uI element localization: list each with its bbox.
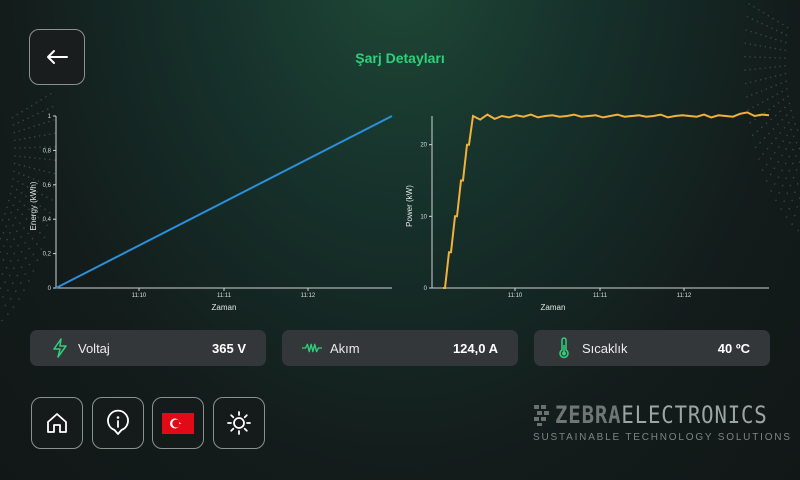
sun-icon	[227, 411, 251, 435]
x-tick-label: 11:12	[301, 293, 316, 299]
power-series-line	[443, 111, 770, 289]
energy-x-axis-label: Zaman	[212, 303, 237, 312]
power-chart: 0 10 20 11:10 11:11 11:12 Power (kW) Zaman	[405, 111, 770, 312]
current-wave-icon	[302, 338, 322, 358]
x-tick-label: 11:11	[593, 293, 608, 299]
current-label: Akım	[330, 340, 360, 356]
y-tick-label: 20	[420, 143, 427, 149]
x-tick-label: 11:12	[677, 293, 692, 299]
y-tick-label: 0,8	[43, 148, 52, 154]
zebra-logo-icon	[534, 405, 549, 426]
page-title: Şarj Detayları	[355, 50, 445, 66]
y-tick-label: 10	[420, 214, 427, 220]
y-tick-label: 0,6	[43, 183, 52, 189]
y-tick-label: 0,4	[43, 217, 52, 223]
brand-tagline: SUSTAINABLE TECHNOLOGY SOLUTIONS	[533, 432, 792, 443]
language-button[interactable]	[152, 397, 204, 449]
lightning-icon	[50, 338, 70, 358]
arrow-left-icon	[47, 50, 68, 64]
info-button[interactable]	[92, 397, 144, 449]
y-tick-label: 0	[48, 286, 52, 292]
x-tick-label: 11:11	[217, 293, 232, 299]
brand-logo: ZEBRAELECTRONICS SUSTAINABLE TECHNOLOGY …	[533, 401, 800, 443]
x-tick-label: 11:10	[508, 293, 523, 299]
thermometer-icon	[554, 337, 574, 359]
energy-series-line	[55, 115, 393, 289]
turkey-flag-icon	[162, 412, 194, 434]
back-button[interactable]	[29, 29, 85, 85]
voltage-value: 365 V	[212, 340, 246, 356]
voltage-label: Voltaj	[78, 340, 110, 356]
energy-y-axis-label: Energy (kWh)	[29, 181, 38, 230]
info-icon	[107, 409, 129, 435]
home-icon	[47, 413, 67, 433]
energy-chart: 0 0,2 0,4 0,6 0,8 1 11:10 11:11 11:12 Energy (k…	[29, 114, 393, 312]
voltage-card: Voltaj 365 V	[30, 330, 266, 366]
temperature-value: 40 ºC	[717, 340, 750, 356]
y-tick-label: 0	[424, 286, 428, 292]
x-tick-label: 11:10	[132, 293, 147, 299]
y-tick-label: 0,2	[43, 252, 52, 258]
temperature-card: Sıcaklık 40 ºC	[534, 330, 770, 366]
home-button[interactable]	[31, 397, 83, 449]
brand-name: ZEBRAELECTRONICS	[555, 401, 768, 429]
brightness-button[interactable]	[213, 397, 265, 449]
power-y-axis-label: Power (kW)	[405, 185, 414, 227]
power-x-axis-label: Zaman	[541, 303, 566, 312]
temperature-label: Sıcaklık	[582, 340, 628, 356]
y-tick-label: 1	[48, 114, 52, 120]
current-value: 124,0 A	[452, 340, 498, 356]
current-card: Akım 124,0 A	[282, 330, 518, 366]
